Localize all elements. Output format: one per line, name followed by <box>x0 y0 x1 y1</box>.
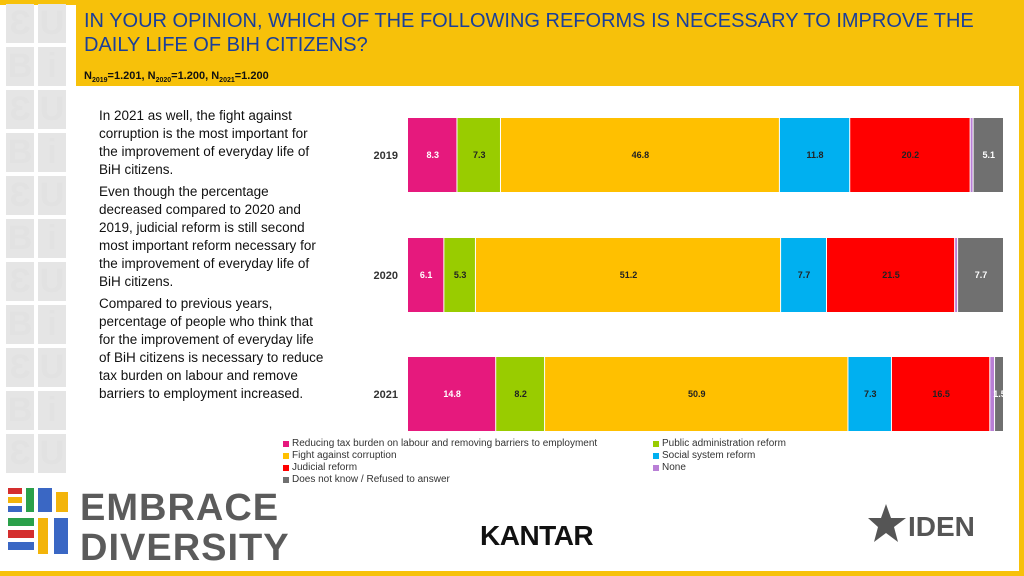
data-label: 5.3 <box>454 270 467 280</box>
data-label: 5.1 <box>983 150 996 160</box>
n-label: N <box>84 70 92 82</box>
sample-size-line: N2019=1.201, N2020=1.200, N2021=1.200 <box>84 70 269 84</box>
data-label: 46.8 <box>632 150 650 160</box>
embrace-diversity-wordmark: EMBRACE DIVERSITY <box>80 488 290 568</box>
n-value: =1.200 <box>234 70 269 82</box>
data-label: 8.2 <box>514 389 527 399</box>
legend-label: Social system reform <box>662 450 756 461</box>
kantar-logo: KANTAR <box>480 520 594 551</box>
bar-segment <box>475 238 781 312</box>
data-label: 7.3 <box>473 150 486 160</box>
legend-swatch <box>283 464 289 471</box>
bar-segment <box>958 238 1003 312</box>
commentary-paragraph: Even though the percentage decreased com… <box>99 184 316 289</box>
data-label: 7.3 <box>864 389 877 399</box>
n-label: N <box>147 70 156 82</box>
category-label: 2019 <box>374 150 398 162</box>
data-label: 6.1 <box>420 270 433 280</box>
legend-label: Reducing tax burden on labour and removi… <box>292 438 598 449</box>
legend-swatch <box>653 464 659 471</box>
bar-segment <box>891 357 990 431</box>
legend-label: Fight against corruption <box>292 450 397 461</box>
legend-item: Public administration reform <box>653 438 786 450</box>
n-year: 2020 <box>155 77 172 85</box>
bar-segment <box>955 238 958 312</box>
logo-line: DIVERSITY <box>80 527 290 569</box>
data-label: 51.2 <box>620 270 638 280</box>
bar-segment <box>408 118 457 192</box>
data-label: 21.5 <box>882 270 900 280</box>
header-band: IN YOUR OPINION, WHICH OF THE FOLLOWING … <box>76 0 1019 86</box>
legend-swatch <box>653 452 659 459</box>
legend-label: Public administration reform <box>662 438 786 449</box>
bar-segment <box>496 357 545 431</box>
legend-item: Social system reform <box>653 450 755 462</box>
category-label: 2021 <box>374 389 398 401</box>
iden-wordmark: IDEN <box>908 511 975 542</box>
page-title: IN YOUR OPINION, WHICH OF THE FOLLOWING … <box>84 10 974 56</box>
legend-label: Judicial reform <box>292 462 358 473</box>
legend-item: None <box>653 462 686 474</box>
stacked-bar-chart: 2019 8.3 7.3 46.8 11.8 20.2 5.1 2020 6.1 5.3 51.2 7… <box>374 118 1006 431</box>
logo-line: EMBRACE <box>80 487 280 529</box>
bar-segment <box>970 118 973 192</box>
bar-segment <box>457 118 500 192</box>
bar-segment <box>781 238 826 312</box>
bar-segment <box>848 357 891 431</box>
bar-segment <box>990 357 995 431</box>
bar-segment <box>973 118 1003 192</box>
data-label: 8.3 <box>426 150 439 160</box>
embrace-diversity-logo: EMBRACE DIVERSITY <box>8 488 289 572</box>
bar-segment <box>408 357 496 431</box>
data-label: 16.5 <box>932 389 950 399</box>
bar-segment <box>826 238 955 312</box>
n-label: N <box>211 70 220 82</box>
data-label: 7.7 <box>975 270 988 280</box>
data-label: 1.5 <box>993 389 1006 399</box>
commentary-paragraph: In 2021 as well, the fight against corru… <box>99 108 310 177</box>
data-label: 50.9 <box>688 389 706 399</box>
legend-swatch <box>283 476 289 483</box>
bar-segment <box>779 118 850 192</box>
bar-segment <box>850 118 970 192</box>
bar-segment <box>408 238 444 312</box>
commentary-paragraph: Compared to previous years, percentage o… <box>99 296 324 401</box>
legend-item: Does not know / Refused to answer <box>283 474 450 486</box>
legend-swatch <box>653 440 659 447</box>
legend-item: Fight against corruption <box>283 450 397 462</box>
bar-segment <box>545 357 848 431</box>
bar-segment <box>500 118 779 192</box>
bar-segment <box>444 238 475 312</box>
n-value: =1.200, <box>171 70 212 82</box>
data-label: 20.2 <box>902 150 920 160</box>
n-year: 2019 <box>91 77 108 85</box>
legend-swatch <box>283 440 289 447</box>
legend-swatch <box>283 452 289 459</box>
legend-item: Reducing tax burden on labour and removi… <box>283 438 597 450</box>
data-label: 11.8 <box>807 150 824 160</box>
iden-logo: IDEN <box>868 504 975 542</box>
n-value: =1.201, <box>107 70 148 82</box>
n-year: 2021 <box>219 77 235 85</box>
legend-label: Does not know / Refused to answer <box>292 474 450 485</box>
data-label: 7.7 <box>798 270 811 280</box>
bar-segment <box>995 357 1003 431</box>
legend-item: Judicial reform <box>283 462 357 474</box>
legend-label: None <box>662 462 686 473</box>
data-label: 14.8 <box>443 389 461 399</box>
category-label: 2020 <box>374 270 398 282</box>
commentary-panel: In 2021 as well, the fight against corru… <box>99 107 327 407</box>
bih-eu-mosaic-icon <box>8 488 70 568</box>
